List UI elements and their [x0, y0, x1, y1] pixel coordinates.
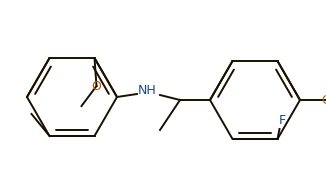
Text: F: F	[279, 114, 286, 127]
Text: O: O	[92, 80, 101, 93]
Text: NH: NH	[138, 84, 156, 96]
Text: O: O	[321, 93, 326, 107]
